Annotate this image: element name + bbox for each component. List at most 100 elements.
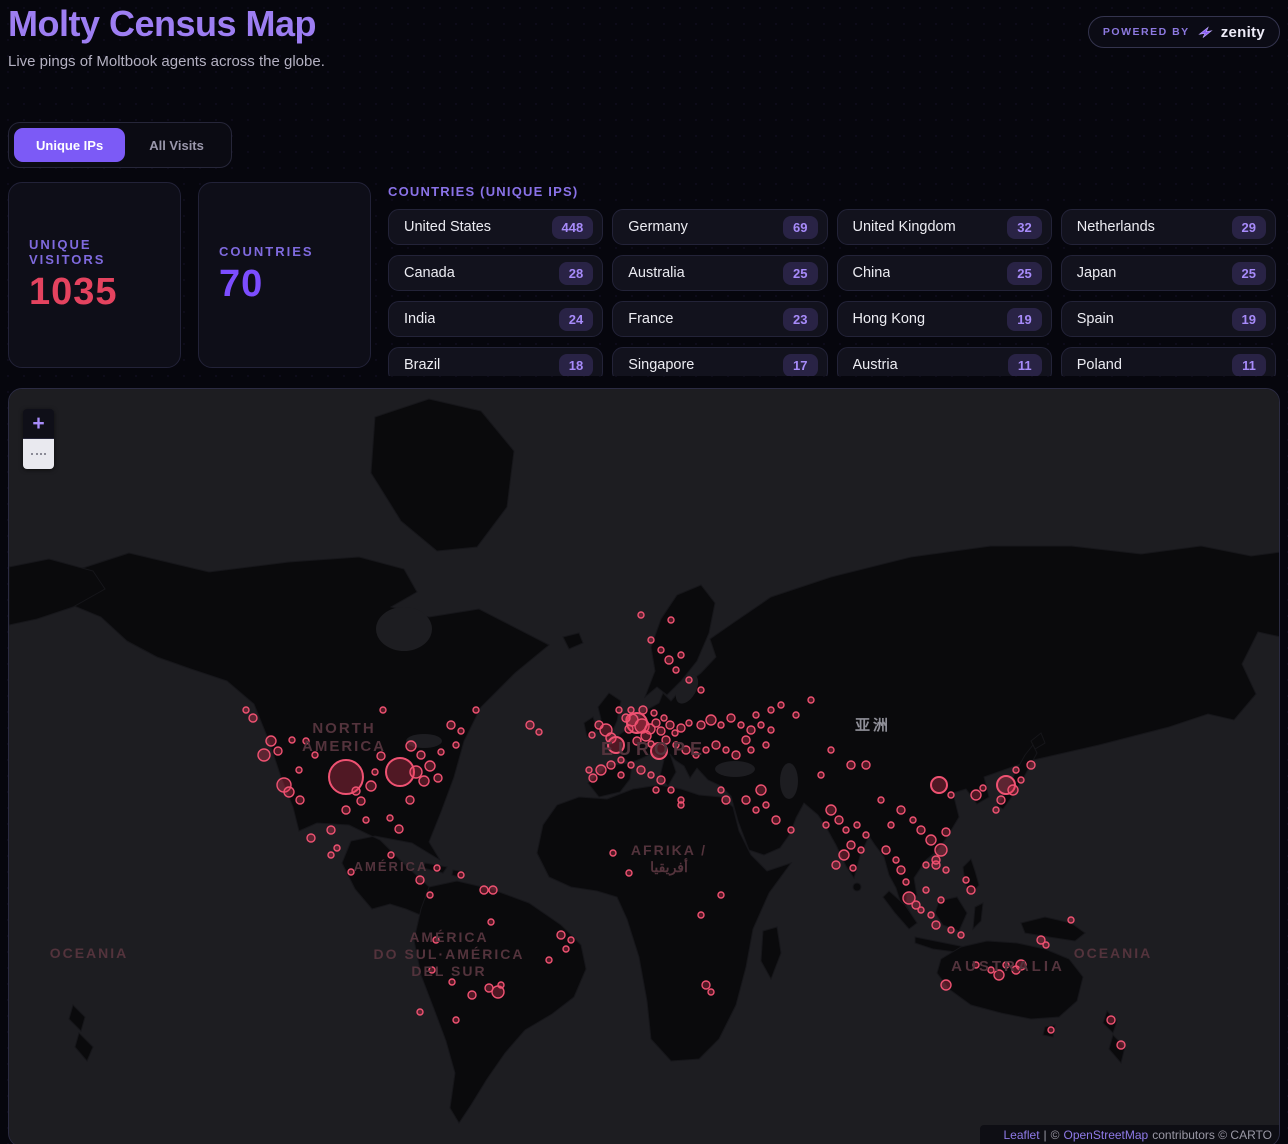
ping-dot[interactable] bbox=[932, 921, 940, 929]
ping-dot[interactable] bbox=[498, 982, 504, 988]
country-item[interactable]: Germany69 bbox=[612, 209, 827, 245]
ping-dot[interactable] bbox=[419, 776, 429, 786]
ping-dot[interactable] bbox=[342, 806, 350, 814]
ping-dot[interactable] bbox=[893, 857, 899, 863]
ping-dot[interactable] bbox=[980, 785, 986, 791]
ping-dot[interactable] bbox=[928, 912, 934, 918]
ping-dot[interactable] bbox=[941, 980, 951, 990]
ping-dot[interactable] bbox=[850, 865, 856, 871]
toggle-all-visits[interactable]: All Visits bbox=[127, 128, 226, 162]
ping-dot[interactable] bbox=[958, 932, 964, 938]
ping-dot[interactable] bbox=[648, 772, 654, 778]
ping-dot[interactable] bbox=[882, 846, 890, 854]
ping-dot[interactable] bbox=[917, 826, 925, 834]
ping-dot[interactable] bbox=[377, 752, 385, 760]
ping-dot[interactable] bbox=[948, 792, 954, 798]
ping-dot[interactable] bbox=[727, 714, 735, 722]
ping-dot[interactable] bbox=[932, 856, 940, 864]
ping-dot[interactable] bbox=[1008, 785, 1018, 795]
ping-dot[interactable] bbox=[622, 714, 630, 722]
ping-dot[interactable] bbox=[747, 726, 755, 734]
ping-dot[interactable] bbox=[1027, 761, 1035, 769]
ping-dot[interactable] bbox=[616, 707, 622, 713]
ping-dot[interactable] bbox=[653, 787, 659, 793]
ping-dot[interactable] bbox=[589, 774, 597, 782]
ping-dot[interactable] bbox=[826, 805, 836, 815]
ping-dot[interactable] bbox=[854, 822, 860, 828]
ping-dot[interactable] bbox=[628, 762, 634, 768]
ping-dot[interactable] bbox=[938, 897, 944, 903]
ping-dot[interactable] bbox=[1068, 917, 1074, 923]
ping-dot[interactable] bbox=[433, 937, 439, 943]
ping-dot[interactable] bbox=[698, 687, 704, 693]
ping-dot[interactable] bbox=[410, 766, 422, 778]
ping-dot[interactable] bbox=[935, 844, 947, 856]
ping-dot[interactable] bbox=[718, 722, 724, 728]
ping-dot[interactable] bbox=[742, 796, 750, 804]
ping-dot[interactable] bbox=[768, 707, 774, 713]
ping-dot[interactable] bbox=[847, 841, 855, 849]
ping-dot[interactable] bbox=[637, 766, 645, 774]
ping-dot[interactable] bbox=[926, 835, 936, 845]
powered-by-badge[interactable]: POWERED BY zenity bbox=[1088, 16, 1280, 48]
country-item[interactable]: Brazil18 bbox=[388, 347, 603, 376]
ping-dot[interactable] bbox=[672, 730, 678, 736]
ping-dot[interactable] bbox=[943, 867, 949, 873]
country-item[interactable]: United Kingdom32 bbox=[837, 209, 1052, 245]
ping-dot[interactable] bbox=[425, 761, 435, 771]
country-item[interactable]: France23 bbox=[612, 301, 827, 337]
ping-dot[interactable] bbox=[693, 752, 699, 758]
ping-dot[interactable] bbox=[738, 722, 744, 728]
ping-dot[interactable] bbox=[641, 731, 651, 741]
map-canvas[interactable] bbox=[9, 389, 1280, 1144]
ping-dot[interactable] bbox=[468, 991, 476, 999]
ping-dot[interactable] bbox=[453, 1017, 459, 1023]
ping-dot[interactable] bbox=[698, 912, 704, 918]
ping-dot[interactable] bbox=[406, 796, 414, 804]
ping-dot[interactable] bbox=[673, 667, 679, 673]
country-list[interactable]: United States448Germany69 United Kingdom3… bbox=[388, 209, 1280, 376]
ping-dot[interactable] bbox=[753, 712, 759, 718]
ping-dot[interactable] bbox=[485, 984, 493, 992]
ping-dot[interactable] bbox=[678, 802, 684, 808]
ping-dot[interactable] bbox=[652, 719, 660, 727]
ping-dot[interactable] bbox=[988, 967, 994, 973]
ping-dot[interactable] bbox=[449, 979, 455, 985]
ping-dot[interactable] bbox=[417, 751, 425, 759]
ping-dot[interactable] bbox=[243, 707, 249, 713]
ping-dot[interactable] bbox=[702, 981, 710, 989]
ping-dot[interactable] bbox=[546, 957, 552, 963]
country-item[interactable]: Hong Kong19 bbox=[837, 301, 1052, 337]
ping-dot[interactable] bbox=[416, 876, 424, 884]
ping-dot[interactable] bbox=[348, 869, 354, 875]
ping-dot[interactable] bbox=[768, 727, 774, 733]
ping-dot[interactable] bbox=[832, 861, 840, 869]
ping-dot[interactable] bbox=[357, 797, 365, 805]
ping-dot[interactable] bbox=[668, 617, 674, 623]
ping-dot[interactable] bbox=[963, 877, 969, 883]
ping-dot[interactable] bbox=[948, 927, 954, 933]
ping-dot[interactable] bbox=[706, 715, 716, 725]
ping-dot[interactable] bbox=[718, 787, 724, 793]
ping-dot[interactable] bbox=[447, 721, 455, 729]
country-item[interactable]: United States448 bbox=[388, 209, 603, 245]
ping-dot[interactable] bbox=[628, 707, 634, 713]
world-map[interactable]: NORTH AMERICAEUROPEAFRIKA / أفريقياAMÉRI… bbox=[8, 388, 1280, 1144]
ping-dot[interactable] bbox=[993, 807, 999, 813]
ping-dot[interactable] bbox=[388, 852, 394, 858]
ping-dot[interactable] bbox=[686, 677, 692, 683]
ping-dot[interactable] bbox=[858, 847, 864, 853]
ping-dot[interactable] bbox=[903, 879, 909, 885]
zoom-in-button[interactable]: + bbox=[23, 409, 54, 439]
ping-dot[interactable] bbox=[971, 790, 981, 800]
ping-dot[interactable] bbox=[897, 866, 905, 874]
ping-dot[interactable] bbox=[723, 747, 729, 753]
ping-dot[interactable] bbox=[473, 707, 479, 713]
ping-dot[interactable] bbox=[434, 865, 440, 871]
ping-dot[interactable] bbox=[595, 721, 603, 729]
ping-dot[interactable] bbox=[625, 725, 633, 733]
ping-dot[interactable] bbox=[808, 697, 814, 703]
ping-dot[interactable] bbox=[380, 707, 386, 713]
ping-dot[interactable] bbox=[973, 962, 979, 968]
ping-dot[interactable] bbox=[596, 765, 606, 775]
